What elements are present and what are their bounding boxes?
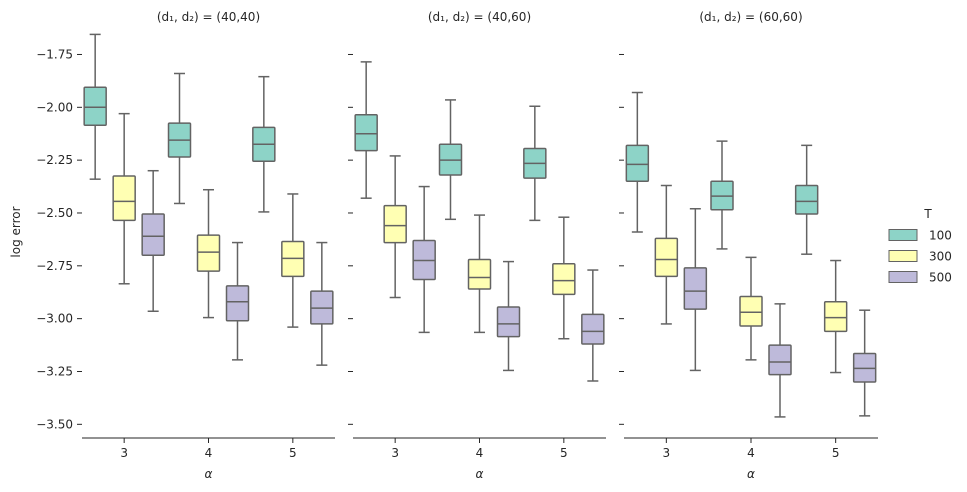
box-T500 [852,309,877,417]
facet-title: (d₁, d₂) = (40,60) [428,10,531,24]
y-tick-label: −2.25 [36,153,73,167]
x-tick-label: 5 [832,446,840,460]
y-tick-label: −3.00 [36,312,73,326]
box-iqr [683,267,708,310]
box-T500 [225,241,250,361]
legend-swatch [888,229,918,241]
box-T100 [523,105,547,222]
box-T300 [281,193,305,328]
box-T100 [438,99,463,221]
legend-swatch [888,271,918,283]
box-iqr [823,300,848,333]
box-iqr [196,234,221,272]
box-iqr [496,306,521,338]
x-axis-title: α [747,467,755,481]
x-axis-title: α [205,467,213,481]
box-T300 [739,256,763,361]
facet-panel: (d₁, d₂) = (40,40) 3 4 5 α [82,10,335,481]
x-axis-title: α [476,467,484,481]
box-iqr [225,285,250,322]
x-tick-label: 4 [747,446,755,460]
box-iqr [467,258,492,290]
facet-title: (d₁, d₂) = (40,40) [157,10,260,24]
box-iqr [383,204,407,244]
y-axis-title: log error [9,206,23,257]
box-T100 [354,61,378,199]
box-T500 [310,241,334,366]
box-T300 [654,184,679,325]
box-iqr [112,175,136,222]
box-T100 [625,91,650,233]
facet-panel: (d₁, d₂) = (40,60) 3 4 5 α [353,10,606,481]
box-T100 [252,75,276,213]
legend-label: 500 [929,271,952,285]
box-iqr [581,313,605,345]
y-tick-label: −1.75 [36,47,73,61]
box-T100 [710,140,734,250]
x-tick-label: 3 [391,446,399,460]
facet-panel: (d₁, d₂) = (60,60) 3 4 5 α [624,10,878,481]
box-T100 [83,33,107,180]
box-T500 [683,208,708,372]
box-T500 [412,185,436,334]
legend-label: 100 [929,229,952,243]
box-T300 [823,259,848,374]
box-T100 [167,72,192,205]
x-tick-label: 4 [476,446,484,460]
legend-title: T [923,207,932,221]
x-tick-label: 5 [289,446,297,460]
box-T500 [768,303,792,418]
box-iqr [768,344,792,376]
x-tick-label: 3 [663,446,671,460]
box-iqr [141,213,165,256]
box-T100 [794,144,819,255]
box-iqr [625,144,650,183]
box-T300 [196,188,221,319]
box-iqr [794,184,819,215]
box-iqr [654,237,679,278]
box-T500 [581,269,605,382]
box-T300 [383,155,407,299]
y-tick-label: −2.75 [36,259,73,273]
facet-title: (d₁, d₂) = (60,60) [699,10,802,24]
y-tick-label: −2.00 [36,100,73,114]
box-T500 [496,260,521,372]
box-T300 [467,214,492,334]
x-tick-label: 4 [205,446,213,460]
legend-swatch [888,250,918,262]
box-T500 [141,169,165,313]
box-T300 [112,112,136,285]
box-iqr [354,113,378,152]
x-tick-label: 3 [120,446,128,460]
y-tick-label: −3.50 [36,417,73,431]
box-T300 [552,216,576,340]
box-iqr [739,295,763,327]
y-tick-label: −2.50 [36,206,73,220]
y-tick-label: −3.25 [36,364,73,378]
legend: T 100 300 500 [888,207,952,285]
legend-label: 300 [929,250,952,264]
box-iqr [83,86,107,127]
x-tick-label: 5 [560,446,568,460]
box-iqr [552,262,576,296]
